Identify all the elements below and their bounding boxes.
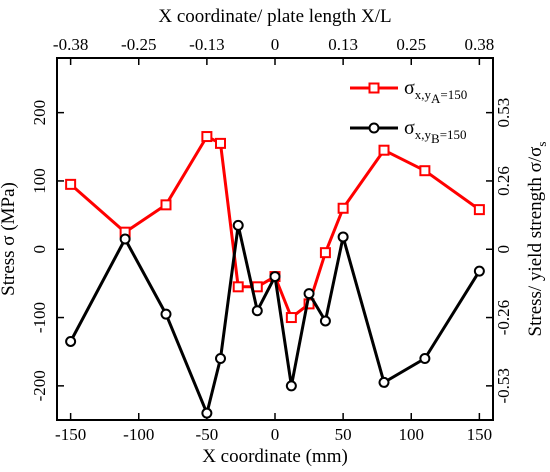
legend-symbol: σ (404, 117, 415, 139)
right-tick-label: 0 (494, 245, 513, 254)
series-line (69, 223, 481, 415)
top-tick-label: -0.13 (189, 35, 224, 54)
top-axis-title: X coordinate/ plate length X/L (158, 6, 391, 27)
legend-label: σx,yB=150 (404, 117, 467, 146)
legend-item-B: σx,yB=150 (350, 117, 467, 146)
legend-marker (368, 122, 380, 134)
x-tick-label: 50 (335, 425, 352, 444)
right-axis-title: Stress/ yield strength σ/σs (525, 142, 549, 337)
y-tick-label: -200 (30, 370, 49, 401)
right-tick-label: 0.26 (494, 166, 513, 196)
legend-sub-x: x, (415, 127, 425, 142)
data-point (65, 335, 77, 347)
series-line (69, 135, 481, 319)
right-axis-title-main: Stress/ yield strength σ/σ (525, 147, 546, 337)
top-tick-label: 0.25 (396, 35, 426, 54)
legend-sub-letter: A (431, 91, 441, 106)
series-group (65, 131, 485, 419)
top-tick-label: 0.38 (465, 35, 495, 54)
data-point (473, 265, 485, 277)
x-tick-label: 150 (467, 425, 493, 444)
top-tick-label: -0.25 (121, 35, 156, 54)
y-axis-title: Stress σ (MPa) (0, 182, 19, 296)
data-point (160, 308, 172, 320)
x-tick-label: -150 (55, 425, 86, 444)
x-tick-label: -50 (196, 425, 219, 444)
top-tick-label: 0 (271, 35, 280, 54)
data-point (285, 312, 297, 324)
data-point (319, 247, 331, 259)
data-point (65, 178, 77, 190)
y-tick-label: -100 (30, 302, 49, 333)
data-point (473, 204, 485, 216)
data-point (269, 271, 281, 283)
data-point (419, 353, 431, 365)
data-point (232, 219, 244, 231)
data-point (160, 199, 172, 211)
data-point (251, 305, 263, 317)
right-tick-label: 0.53 (494, 98, 513, 128)
tick-group: -150 -100 -50 0 50 100 150 -0.38 -0.25 -0.13 0 0.13… (30, 35, 513, 444)
series-B (65, 219, 485, 419)
data-point (232, 281, 244, 293)
x-tick-label: 100 (399, 425, 425, 444)
data-point (419, 165, 431, 177)
legend-suffix: =150 (440, 127, 467, 142)
data-point (215, 353, 226, 365)
data-point (337, 231, 349, 243)
data-point (119, 233, 131, 245)
legend-sub-x: x, (415, 87, 425, 102)
x-tick-label: -100 (123, 425, 154, 444)
series-A (65, 131, 485, 324)
legend-marker (368, 82, 380, 94)
y-tick-label: 200 (30, 100, 49, 126)
data-point (378, 144, 390, 156)
data-point (285, 380, 297, 392)
legend-sub-y: y (425, 127, 432, 142)
right-axis-title-sub: s (534, 142, 549, 147)
y-tick-label: 0 (30, 245, 49, 254)
x-axis-title: X coordinate (mm) (202, 446, 348, 467)
right-tick-label: -0.26 (494, 300, 513, 335)
data-point (378, 376, 390, 388)
legend-label: σx,yA=150 (404, 77, 467, 106)
data-point (215, 137, 226, 149)
legend-suffix: =150 (440, 87, 467, 102)
legend-item-A: σx,yA=150 (350, 77, 467, 106)
data-point (201, 131, 213, 143)
legend-sub-letter: B (431, 131, 440, 146)
y-tick-label: 100 (30, 168, 49, 194)
legend-symbol: σ (404, 77, 415, 99)
top-tick-label: -0.38 (53, 35, 88, 54)
data-point (319, 315, 331, 327)
data-point (201, 407, 213, 419)
data-point (303, 288, 315, 300)
right-tick-label: -0.53 (494, 368, 513, 403)
x-tick-label: 0 (271, 425, 280, 444)
data-point (337, 202, 349, 214)
legend-sub-y: y (425, 87, 432, 102)
top-tick-label: 0.13 (328, 35, 358, 54)
